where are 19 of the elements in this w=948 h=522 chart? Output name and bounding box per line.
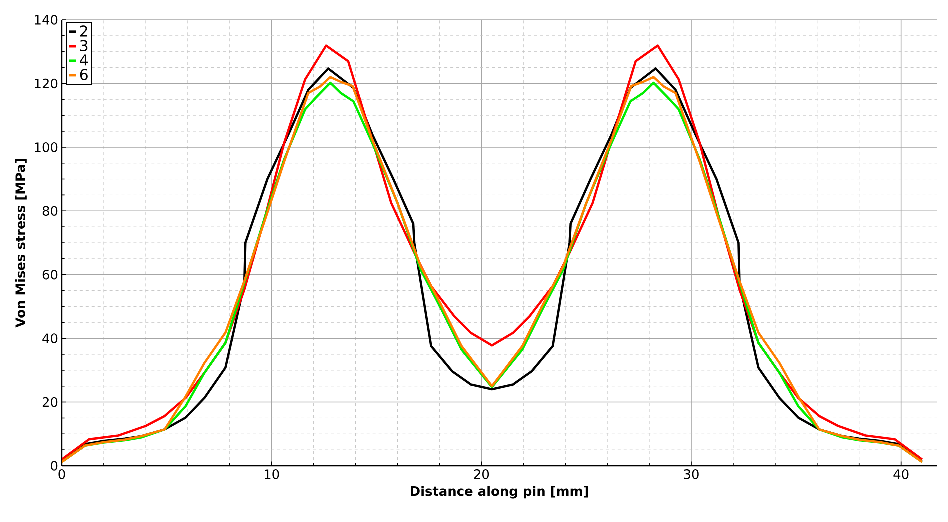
legend-label: 2: [80, 26, 88, 37]
y-tick-label: 60: [42, 270, 58, 280]
y-tick-label: 120: [35, 78, 58, 89]
y-tick-label: 100: [35, 142, 58, 152]
legend-label: 4: [80, 54, 88, 66]
legend-label: 3: [80, 40, 88, 52]
x-tick-label: 0: [58, 470, 66, 480]
x-tick-label: 20: [474, 470, 490, 480]
y-tick-label: 0: [51, 461, 58, 471]
y-tick-label: 40: [42, 334, 58, 344]
y-tick-label: 20: [42, 397, 58, 408]
y-tick-label: 140: [35, 15, 58, 25]
legend-label: 6: [80, 69, 88, 80]
x-tick-label: 40: [894, 470, 909, 480]
y-tick-label: 80: [42, 206, 58, 216]
x-axis-title: Distance along pin [mm]: [411, 486, 588, 499]
x-tick-label: 10: [265, 470, 280, 480]
x-tick-label: 30: [684, 470, 699, 480]
y-axis-title: Von Mises stress [MPa]: [15, 159, 27, 328]
